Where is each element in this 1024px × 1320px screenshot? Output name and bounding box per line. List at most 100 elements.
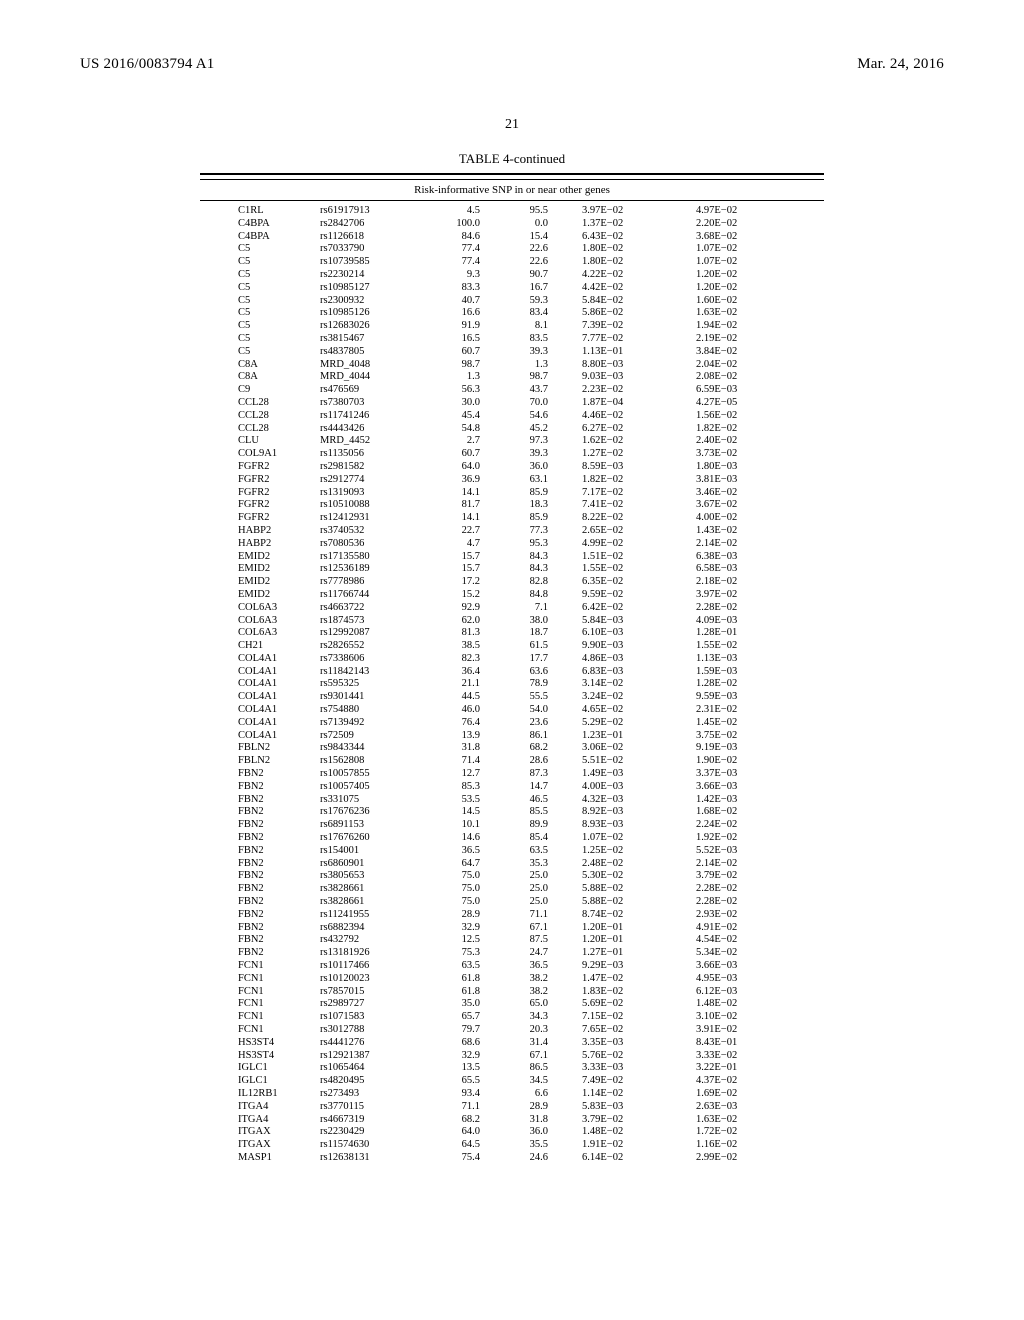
table-cell: 3.22E−01 bbox=[678, 1062, 792, 1075]
table-cell: 2.04E−02 bbox=[678, 359, 792, 372]
table-row: ITGA4rs466731968.231.83.79E−021.63E−02 bbox=[232, 1114, 792, 1127]
table-cell: 4.7 bbox=[418, 538, 486, 551]
table-cell: 78.9 bbox=[486, 678, 554, 691]
table-cell: rs4837805 bbox=[314, 346, 418, 359]
table-row: FCN1rs298972735.065.05.69E−021.48E−02 bbox=[232, 998, 792, 1011]
table-row: FBN2rs382866175.025.05.88E−022.28E−02 bbox=[232, 896, 792, 909]
table-row: EMID2rs777898617.282.86.35E−022.18E−02 bbox=[232, 576, 792, 589]
table-cell: rs3012788 bbox=[314, 1024, 418, 1037]
table-cell: 83.3 bbox=[418, 282, 486, 295]
table-cell: 2.40E−02 bbox=[678, 435, 792, 448]
table-cell: 1.63E−02 bbox=[678, 307, 792, 320]
table-cell: 1.72E−02 bbox=[678, 1126, 792, 1139]
table-cell: CCL28 bbox=[232, 397, 314, 410]
table-cell: rs1065464 bbox=[314, 1062, 418, 1075]
table-cell: 5.69E−02 bbox=[554, 998, 678, 1011]
table-cell: 71.1 bbox=[486, 909, 554, 922]
table-cell: 4.27E−05 bbox=[678, 397, 792, 410]
table-cell: FBN2 bbox=[232, 781, 314, 794]
table-row: FBN2rs43279212.587.51.20E−014.54E−02 bbox=[232, 934, 792, 947]
table-cell: 3.81E−03 bbox=[678, 474, 792, 487]
table-cell: 3.10E−02 bbox=[678, 1011, 792, 1024]
table-cell: 4.46E−02 bbox=[554, 410, 678, 423]
table-cell: 25.0 bbox=[486, 870, 554, 883]
header: US 2016/0083794 A1 Mar. 24, 2016 bbox=[80, 56, 944, 73]
header-left: US 2016/0083794 A1 bbox=[80, 56, 214, 73]
table-cell: CCL28 bbox=[232, 410, 314, 423]
table-cell: 5.52E−03 bbox=[678, 845, 792, 858]
table-cell: 71.1 bbox=[418, 1101, 486, 1114]
table-cell: FBN2 bbox=[232, 883, 314, 896]
table-cell: FCN1 bbox=[232, 1011, 314, 1024]
table-row: FBN2rs382866175.025.05.88E−022.28E−02 bbox=[232, 883, 792, 896]
table-row: IGLC1rs482049565.534.57.49E−024.37E−02 bbox=[232, 1075, 792, 1088]
table-cell: rs7778986 bbox=[314, 576, 418, 589]
table-cell: 1.20E−01 bbox=[554, 922, 678, 935]
table-row: CCL28rs444342654.845.26.27E−021.82E−02 bbox=[232, 423, 792, 436]
table-cell: 3.06E−02 bbox=[554, 742, 678, 755]
table-cell: rs7033790 bbox=[314, 243, 418, 256]
table-cell: 31.8 bbox=[418, 742, 486, 755]
table-cell: COL4A1 bbox=[232, 666, 314, 679]
table-cell: rs72509 bbox=[314, 730, 418, 743]
table-cell: C5 bbox=[232, 256, 314, 269]
table-cell: 82.3 bbox=[418, 653, 486, 666]
table-cell: rs10057405 bbox=[314, 781, 418, 794]
table-cell: rs10120023 bbox=[314, 973, 418, 986]
table-cell: HS3ST4 bbox=[232, 1037, 314, 1050]
table-row: CLUMRD_44522.797.31.62E−022.40E−02 bbox=[232, 435, 792, 448]
table-cell: 9.59E−03 bbox=[678, 691, 792, 704]
table-cell: rs273493 bbox=[314, 1088, 418, 1101]
table-cell: 1.82E−02 bbox=[554, 474, 678, 487]
table-cell: 36.0 bbox=[486, 461, 554, 474]
table-cell: C5 bbox=[232, 333, 314, 346]
table-cell: rs61917913 bbox=[314, 205, 418, 218]
table-cell: 9.03E−03 bbox=[554, 371, 678, 384]
table-cell: 3.97E−02 bbox=[554, 205, 678, 218]
table-cell: rs2230214 bbox=[314, 269, 418, 282]
table-cell: rs1071583 bbox=[314, 1011, 418, 1024]
table-cell: 95.5 bbox=[486, 205, 554, 218]
table-cell: 62.0 bbox=[418, 615, 486, 628]
table-cell: 1.3 bbox=[486, 359, 554, 372]
table-cell: 60.7 bbox=[418, 346, 486, 359]
table-cell: 5.88E−02 bbox=[554, 883, 678, 896]
table-cell: 2.93E−02 bbox=[678, 909, 792, 922]
table-cell: 44.5 bbox=[418, 691, 486, 704]
table-cell: 2.20E−02 bbox=[678, 218, 792, 231]
table-row: FBN2rs1318192675.324.71.27E−015.34E−02 bbox=[232, 947, 792, 960]
table-row: FBN2rs688239432.967.11.20E−014.91E−02 bbox=[232, 922, 792, 935]
table-cell: 56.3 bbox=[418, 384, 486, 397]
table-caption: TABLE 4-continued bbox=[80, 151, 944, 167]
table-cell: MASP1 bbox=[232, 1152, 314, 1165]
table-cell: 8.22E−02 bbox=[554, 512, 678, 525]
table-cell: CLU bbox=[232, 435, 314, 448]
table-cell: 2.31E−02 bbox=[678, 704, 792, 717]
table-cell: 2.18E−02 bbox=[678, 576, 792, 589]
table-row: FGFR2rs298158264.036.08.59E−031.80E−03 bbox=[232, 461, 792, 474]
table-cell: rs754880 bbox=[314, 704, 418, 717]
table-cell: 32.9 bbox=[418, 1050, 486, 1063]
table-cell: rs3815467 bbox=[314, 333, 418, 346]
table-row: HABP2rs70805364.795.34.99E−022.14E−02 bbox=[232, 538, 792, 551]
table-cell: rs4441276 bbox=[314, 1037, 418, 1050]
table-cell: 79.7 bbox=[418, 1024, 486, 1037]
table-cell: 84.3 bbox=[486, 551, 554, 564]
table-cell: 1.94E−02 bbox=[678, 320, 792, 333]
table-cell: 65.5 bbox=[418, 1075, 486, 1088]
table-cell: 5.83E−03 bbox=[554, 1101, 678, 1114]
table-cell: 77.3 bbox=[486, 525, 554, 538]
table-cell: 81.7 bbox=[418, 499, 486, 512]
table-cell: 4.42E−02 bbox=[554, 282, 678, 295]
table-row: FGFR2rs1241293114.185.98.22E−024.00E−02 bbox=[232, 512, 792, 525]
table-cell: 2.14E−02 bbox=[678, 858, 792, 871]
table-cell: 4.00E−02 bbox=[678, 512, 792, 525]
header-right: Mar. 24, 2016 bbox=[857, 56, 944, 73]
table-cell: 63.5 bbox=[486, 845, 554, 858]
table-row: FBN2rs1005740585.314.74.00E−033.66E−03 bbox=[232, 781, 792, 794]
table-cell: 2.19E−02 bbox=[678, 333, 792, 346]
table-row: IGLC1rs106546413.586.53.33E−033.22E−01 bbox=[232, 1062, 792, 1075]
table-cell: 38.5 bbox=[418, 640, 486, 653]
table-cell: rs12412931 bbox=[314, 512, 418, 525]
table-cell: 35.0 bbox=[418, 998, 486, 1011]
